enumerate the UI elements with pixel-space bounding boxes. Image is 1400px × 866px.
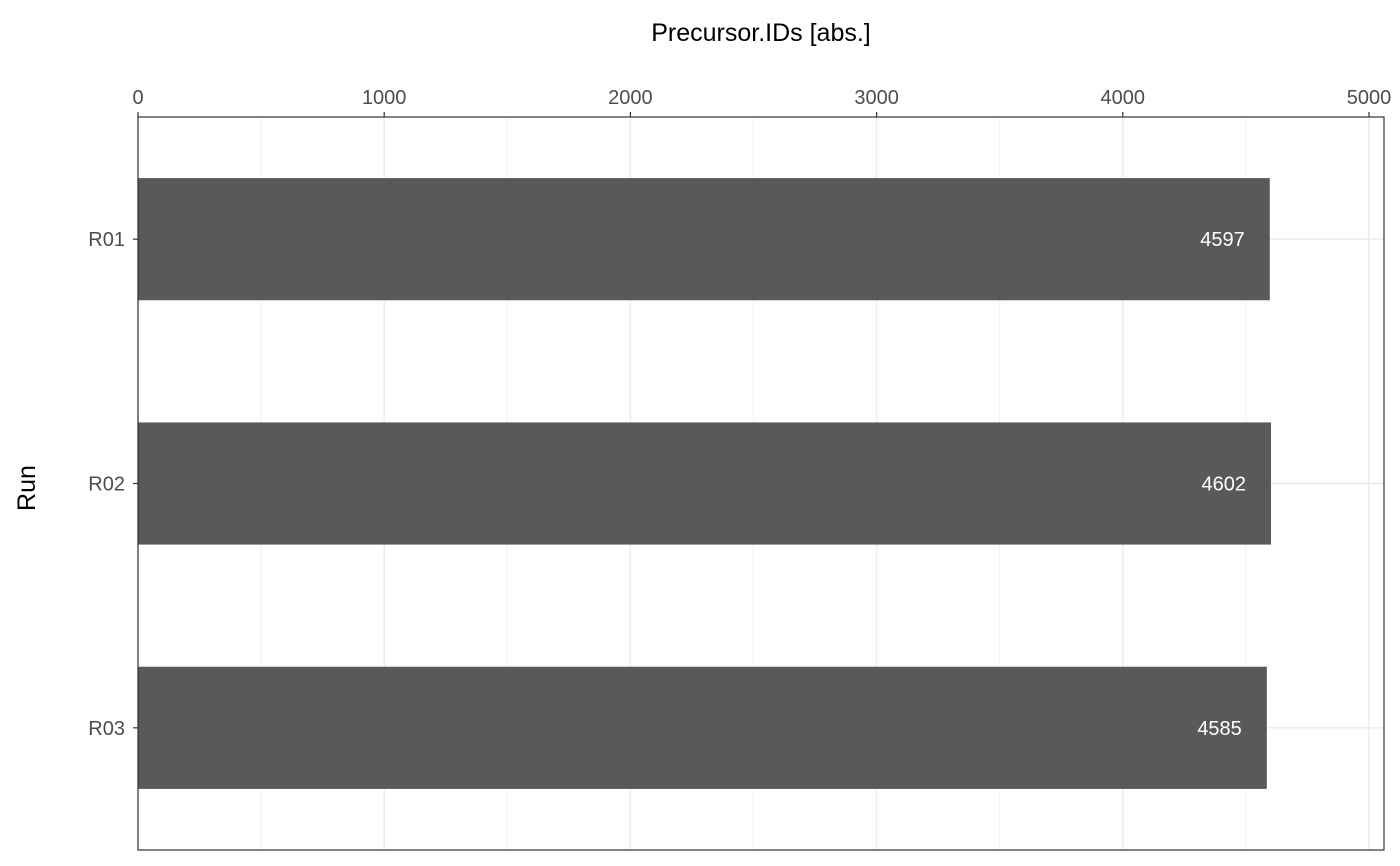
x-axis-title: Precursor.IDs [abs.] [651,19,871,47]
data-label-R03: 4585 [1197,718,1242,740]
data-label-R02: 4602 [1202,474,1247,496]
x-tick-label: 3000 [854,87,899,109]
axes: 0 1000 2000 3000 4000 5000 R01 R02 R03 [88,87,1391,740]
x-tick-label: 1000 [362,87,407,109]
y-axis-title: Run [13,465,41,511]
bar-R02 [138,422,1272,545]
x-tick-label: 5000 [1347,87,1392,109]
bars [138,178,1272,789]
data-labels: 4597 4602 4585 [1197,229,1246,740]
data-label-R01: 4597 [1200,229,1245,251]
panel-border [137,116,1385,851]
x-tick-label: 4000 [1101,87,1146,109]
bar-R01 [138,178,1270,301]
y-tick-label: R02 [88,474,125,496]
y-tick-label: R03 [88,718,125,740]
bar-R03 [138,666,1267,789]
x-tick-label: 0 [132,87,143,109]
x-tick-label: 2000 [608,87,653,109]
y-tick-label: R01 [88,229,125,251]
